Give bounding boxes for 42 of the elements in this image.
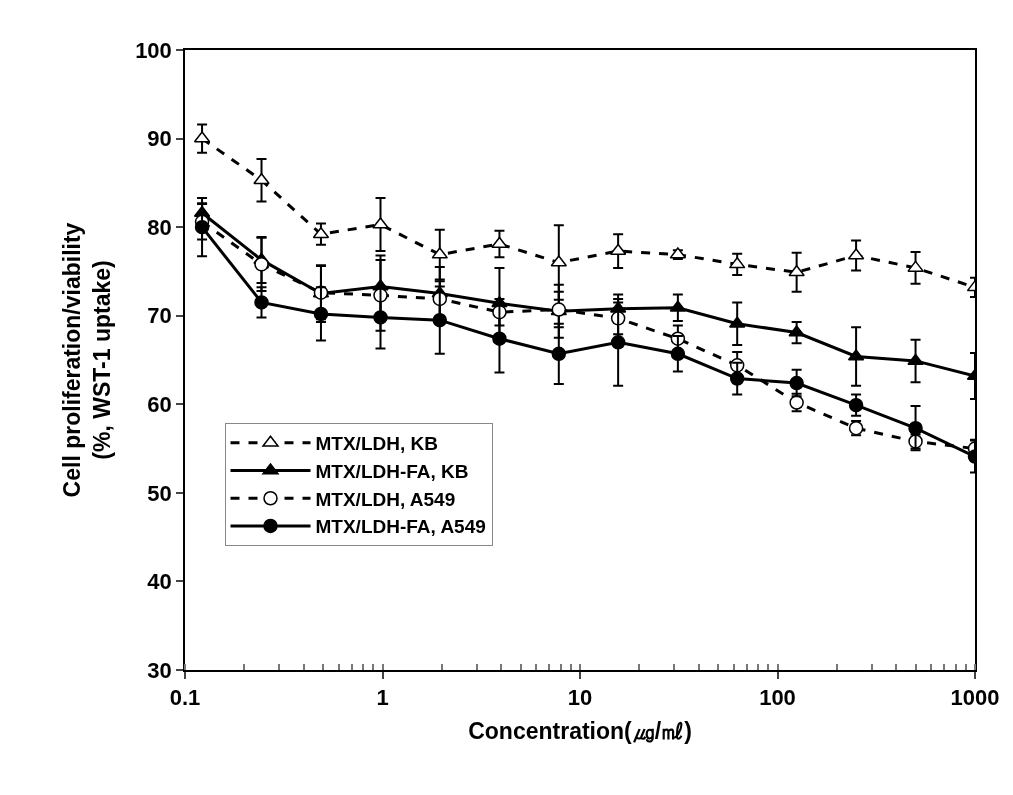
point [313,306,329,322]
point [373,310,388,325]
point [729,371,745,386]
y-tick-label: 60 [147,391,172,417]
legend-label: MTX/LDH-FA, KB [315,460,469,482]
y-tick-label: 40 [147,569,172,595]
x-tick-label: 1000 [950,685,1000,711]
x-tick-label: 0.1 [169,685,201,711]
point [254,295,269,310]
point [254,257,269,272]
point [312,226,330,239]
y-tick-label: 50 [147,480,172,506]
point [610,335,626,350]
point [253,172,270,185]
legend-label: MTX/LDH-FA, A549 [315,516,486,538]
point [848,397,864,413]
y-tick-label: 90 [147,126,172,152]
y-axis-title: Cell proliferation/viability (%, WST-1 uptake) [59,222,116,498]
x-tick-label: 1 [376,685,389,711]
point [788,265,805,277]
y-tick-label: 30 [147,657,172,683]
point [194,219,210,235]
y-tick-label: 70 [147,303,172,329]
y-tick-label: 100 [135,37,172,63]
point [491,236,508,248]
legend-label: MTX/LDH, KB [315,433,438,455]
point [609,243,627,256]
point [907,353,924,365]
point [788,325,805,337]
point [789,375,804,391]
point [432,312,448,328]
legend-label: MTX/LDH, A549 [315,488,456,510]
point [492,331,507,346]
x-axis-title: Concentration(㎍/㎖) [468,718,692,745]
x-tick-label: 100 [759,685,796,711]
point [551,346,567,362]
point [908,420,923,436]
x-tick-label: 10 [567,685,593,711]
point [670,346,686,362]
y-tick-label: 80 [147,214,172,240]
point [372,217,389,229]
point [907,260,924,272]
